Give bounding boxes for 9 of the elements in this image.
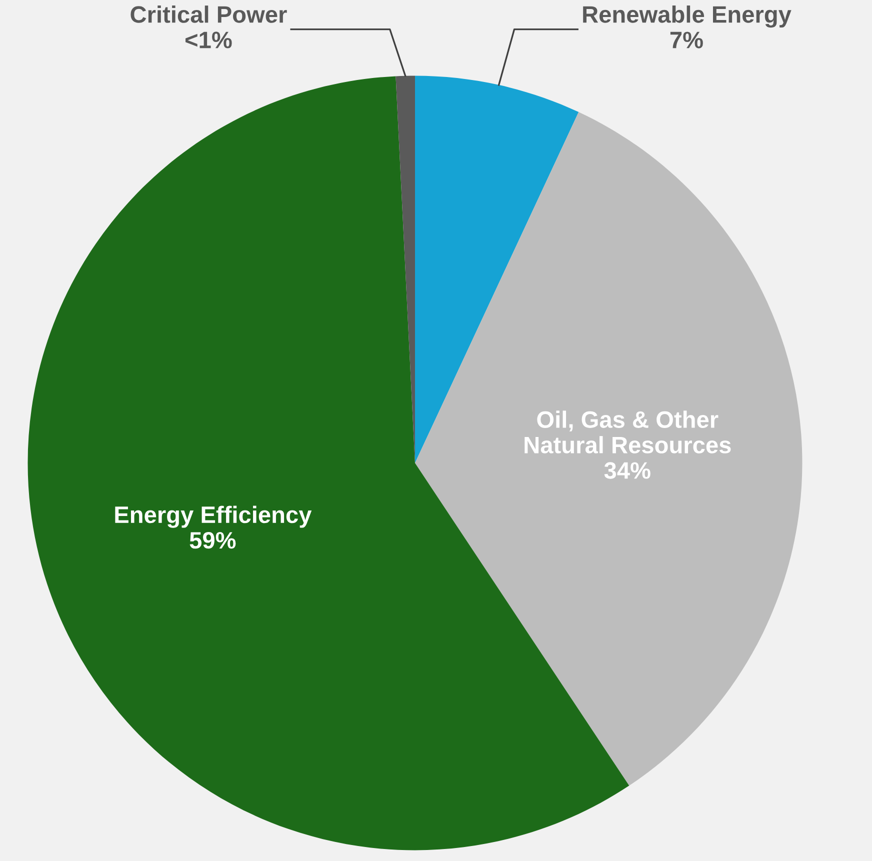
data-label: 7% — [670, 32, 703, 48]
slice-label: Renewable Energy — [583, 6, 792, 28]
data-label: <1% — [186, 32, 232, 48]
data-label: 34% — [604, 462, 650, 479]
pie-slice — [415, 112, 802, 786]
data-label: 59% — [190, 532, 236, 549]
slice-label: Critical Power — [130, 6, 287, 23]
slice-label: Energy Efficiency — [115, 506, 312, 528]
slice-label: Oil, Gas & Other Natural Resources — [524, 410, 731, 454]
